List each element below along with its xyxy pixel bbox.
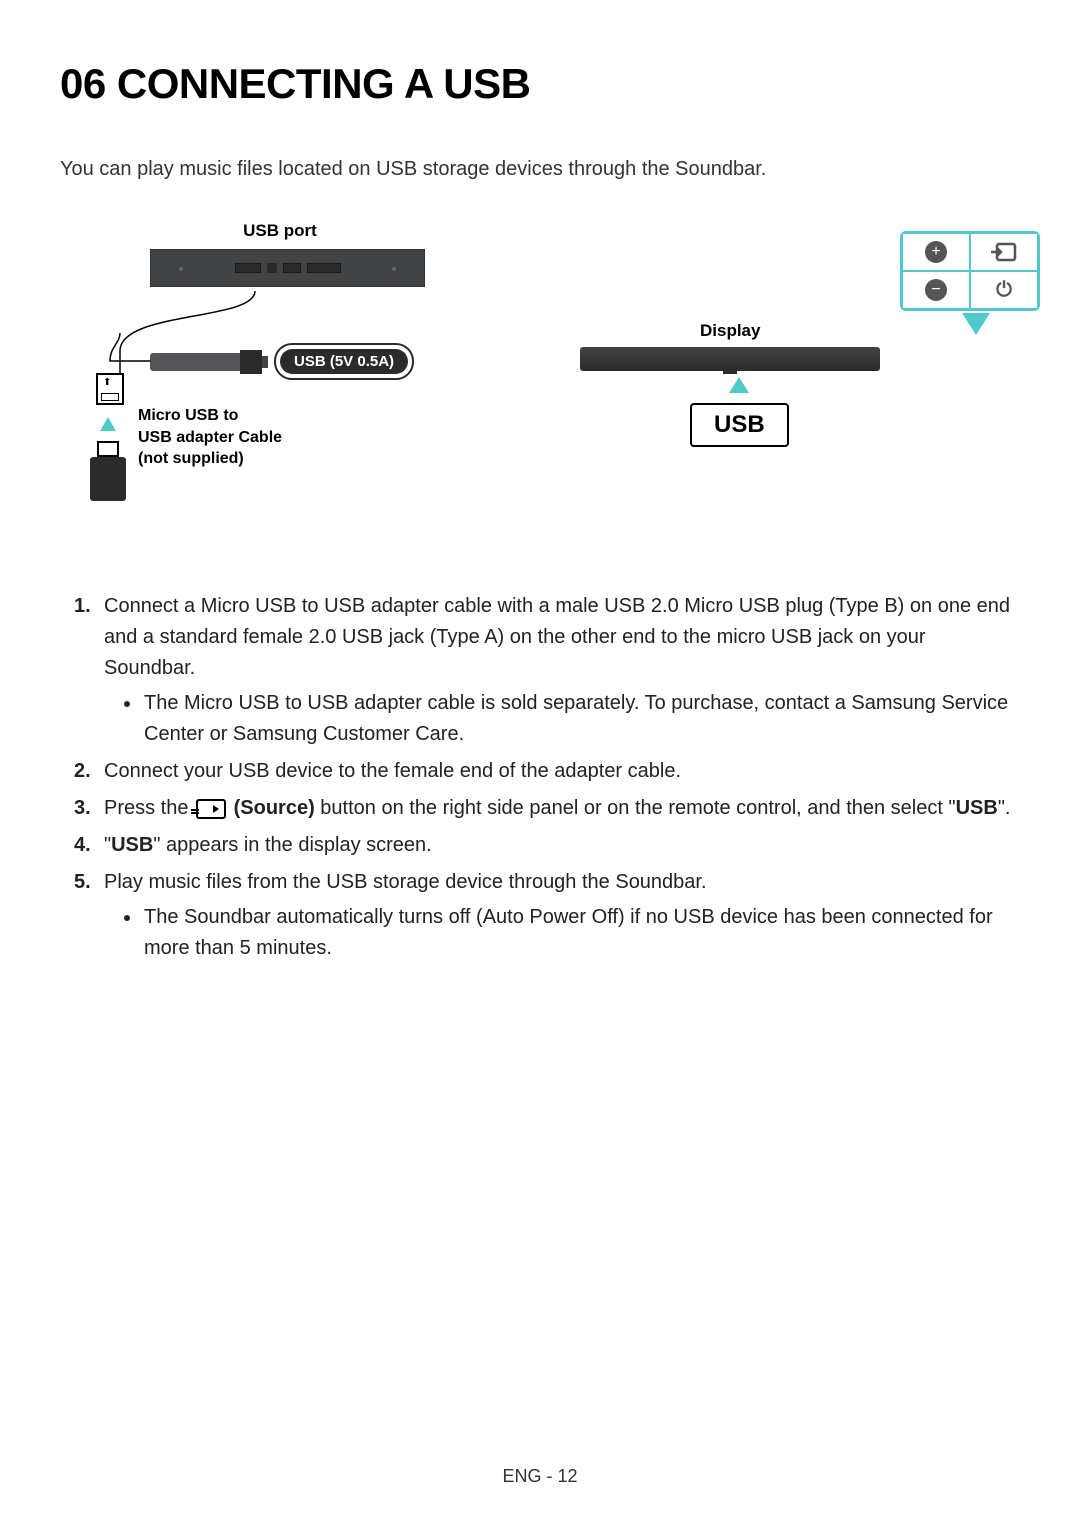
usb-spec-pill: USB (5V 0.5A) (280, 349, 408, 374)
steps-list: Connect a Micro USB to USB adapter cable… (74, 591, 1020, 964)
step-3: Press the (Source) button on the right s… (74, 793, 1020, 824)
display-label: Display (700, 321, 760, 341)
teal-pointer-down-icon (962, 313, 990, 335)
source-icon (991, 242, 1017, 262)
power-icon: ⏻ (996, 279, 1012, 302)
step-4: "USB" appears in the display screen. (74, 830, 1020, 861)
usb-port-label: USB port (120, 221, 440, 241)
left-diagram: USB port USB (5V 0.5A) (80, 221, 440, 551)
right-diagram: + − ⏻ Display USB (580, 231, 1000, 461)
adapter-cable: USB (5V 0.5A) (150, 343, 440, 380)
intro-text: You can play music files located on USB … (60, 158, 1020, 181)
minus-icon: − (925, 279, 947, 301)
volume-up-button: + (902, 233, 970, 271)
usb-display-box: USB (690, 403, 789, 447)
source-inline-icon (196, 799, 226, 819)
step-5: Play music files from the USB storage de… (74, 867, 1020, 964)
step-1-sub-1: The Micro USB to USB adapter cable is so… (142, 688, 1020, 750)
diagram-area: USB port USB (5V 0.5A) (60, 221, 1020, 551)
soundbar-front (580, 347, 880, 371)
micro-usb-plug-icon (240, 350, 262, 374)
teal-pointer-up-icon (729, 377, 749, 393)
control-panel: + − ⏻ (900, 231, 1040, 311)
usb-female-icon: ⬆ (96, 373, 124, 405)
step-3-post: ". (998, 797, 1011, 819)
usb-drive-group (90, 413, 126, 501)
step-4-usb: USB (111, 834, 153, 856)
step-3-usb: USB (956, 797, 998, 819)
usb-drive-icon (90, 441, 126, 501)
page-title: 06 CONNECTING A USB (60, 60, 1020, 108)
step-5-text: Play music files from the USB storage de… (104, 871, 707, 893)
step-2: Connect your USB device to the female en… (74, 756, 1020, 787)
page-footer: ENG - 12 (502, 1466, 577, 1487)
step-5-sub-1: The Soundbar automatically turns off (Au… (142, 902, 1020, 964)
step-4-post: " appears in the display screen. (153, 834, 431, 856)
source-button (970, 233, 1038, 271)
power-button: ⏻ (970, 271, 1038, 309)
step-3-pre: Press the (104, 797, 194, 819)
step-3-source: (Source) (234, 797, 315, 819)
step-1-text: Connect a Micro USB to USB adapter cable… (104, 595, 1010, 679)
arrow-up-icon (100, 417, 116, 431)
volume-down-button: − (902, 271, 970, 309)
step-3-mid: button on the right side panel or on the… (315, 797, 956, 819)
step-2-text: Connect your USB device to the female en… (104, 760, 681, 782)
plus-icon: + (925, 241, 947, 263)
micro-usb-label: Micro USB to USB adapter Cable (not supp… (138, 405, 282, 475)
step-1: Connect a Micro USB to USB adapter cable… (74, 591, 1020, 750)
